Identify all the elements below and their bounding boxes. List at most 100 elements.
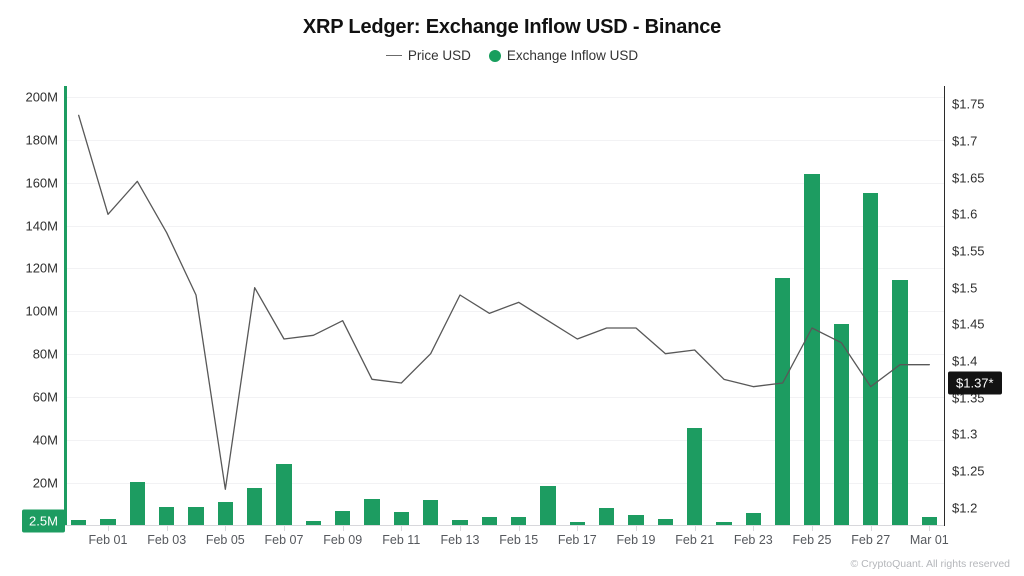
y-right-tick-label: $1.3 <box>952 426 978 442</box>
bar-feb-14[interactable] <box>481 517 497 526</box>
bar-feb-24[interactable] <box>775 278 791 526</box>
x-tick-label: Feb 05 <box>205 533 245 547</box>
y-right-tick-label: $1.6 <box>952 206 978 222</box>
x-tick-label: Feb 13 <box>440 533 480 547</box>
price-usd-line <box>78 114 930 490</box>
y-left-tick-label: 160M <box>25 175 58 191</box>
x-tick-mark <box>694 526 696 531</box>
y-right-tick-label: $1.2 <box>952 500 978 516</box>
bar-feb-18[interactable] <box>599 507 615 526</box>
gridline <box>64 483 944 485</box>
x-tick-mark <box>225 526 227 531</box>
bar-feb-25[interactable] <box>804 174 820 526</box>
bar-feb-27[interactable] <box>863 193 879 526</box>
bar-feb-13[interactable] <box>452 519 468 526</box>
bar-mar-01[interactable] <box>921 517 937 526</box>
legend-item-exchange-inflow-usd[interactable]: Exchange Inflow USD <box>488 48 639 63</box>
line-series-layer <box>78 114 930 490</box>
gridline <box>64 440 944 442</box>
x-tick-label: Feb 25 <box>792 533 832 547</box>
y-left-tick-label: 200M <box>25 89 58 105</box>
y-left-tick-label: 180M <box>25 132 58 148</box>
gridline <box>64 354 944 356</box>
y-right-tick-label: $1.5 <box>952 280 978 296</box>
plot-background <box>64 86 944 526</box>
y-right-tick-label: $1.65 <box>952 170 985 186</box>
x-tick-mark <box>284 526 285 531</box>
bar-feb-21[interactable] <box>687 428 703 526</box>
y-left-tick-label: 120M <box>25 260 58 276</box>
y-left-current-value-badge: 2.5M <box>22 509 65 533</box>
x-tick-label: Mar 01 <box>909 533 949 547</box>
copyright-footer: © CryptoQuant. All rights reserved <box>850 558 1010 570</box>
bar-feb-12[interactable] <box>423 500 439 526</box>
y-right-tick-label: $1.7 <box>952 133 978 149</box>
gridline <box>64 311 944 313</box>
x-tick-label: Feb 15 <box>499 533 539 547</box>
bar-feb-07[interactable] <box>276 463 292 526</box>
bar-feb-28[interactable] <box>892 280 908 526</box>
bar-feb-05[interactable] <box>217 502 233 526</box>
x-axis-labels: Feb 01 Feb 03 Feb 05 Feb 07 Feb 09 Feb 11 Feb … <box>0 533 1024 553</box>
chart-title: XRP Ledger: Exchange Inflow USD - Binanc… <box>302 16 722 38</box>
bar-feb-04[interactable] <box>188 506 204 526</box>
x-tick-mark <box>518 526 520 531</box>
bar-feb-17[interactable] <box>569 521 585 526</box>
gridline <box>64 268 944 270</box>
bar-feb-02[interactable] <box>129 482 145 526</box>
line-marker-icon <box>385 55 402 56</box>
legend-label-price-usd: Price USD <box>407 48 471 63</box>
y-axis-left-line <box>64 86 67 526</box>
x-tick-label: Feb 27 <box>851 533 891 547</box>
bar-jan-31[interactable] <box>71 519 87 526</box>
gridline <box>64 397 944 399</box>
x-tick-mark <box>460 526 461 531</box>
x-tick-label: Feb 01 <box>88 533 128 547</box>
bar-feb-15[interactable] <box>511 517 527 526</box>
x-tick-mark <box>812 526 813 531</box>
y-right-tick-label: $1.45 <box>952 316 985 332</box>
bar-feb-19[interactable] <box>628 515 644 526</box>
plot-area <box>64 86 944 526</box>
chart-legend: Price USD Exchange Inflow USD <box>0 48 1024 63</box>
x-tick-mark <box>929 526 931 531</box>
bar-feb-20[interactable] <box>657 518 673 526</box>
bar-feb-22[interactable] <box>716 521 732 526</box>
legend-item-price-usd[interactable]: Price USD <box>385 48 471 63</box>
bar-series-layer <box>64 86 944 526</box>
x-tick-label: Feb 03 <box>147 533 187 547</box>
bar-feb-16[interactable] <box>540 486 556 526</box>
dot-marker-icon <box>488 49 501 62</box>
y-left-tick-label: 60M <box>32 389 58 405</box>
bar-feb-11[interactable] <box>393 512 409 526</box>
bar-feb-26[interactable] <box>833 324 849 526</box>
x-tick-mark <box>577 526 579 531</box>
y-axis-right-line <box>944 86 945 526</box>
y-right-tick-label: $1.55 <box>952 243 985 259</box>
x-tick-mark <box>401 526 403 531</box>
bar-feb-01[interactable] <box>100 518 116 526</box>
bar-feb-08[interactable] <box>305 520 321 526</box>
bar-feb-09[interactable] <box>335 511 351 526</box>
gridline <box>64 139 944 141</box>
gridline <box>64 96 944 98</box>
y-right-tick-label: $1.25 <box>952 463 985 479</box>
x-tick-label: Feb 07 <box>264 533 304 547</box>
gridline <box>64 225 944 227</box>
y-right-current-price-badge: $1.37* <box>948 371 1002 395</box>
x-tick-mark <box>870 526 872 531</box>
y-left-tick-label: 20M <box>32 475 58 491</box>
bar-feb-06[interactable] <box>247 488 263 526</box>
x-axis-baseline <box>64 525 944 526</box>
y-left-tick-label: 100M <box>25 303 58 319</box>
x-tick-label: Feb 21 <box>675 533 715 547</box>
bar-feb-10[interactable] <box>364 499 380 526</box>
x-tick-mark <box>166 526 168 531</box>
bar-feb-23[interactable] <box>745 513 761 526</box>
y-right-tick-label: $1.75 <box>952 96 985 112</box>
bar-feb-03[interactable] <box>159 506 175 526</box>
y-left-tick-label: 40M <box>32 432 58 448</box>
legend-label-exchange-inflow-usd: Exchange Inflow USD <box>506 48 639 63</box>
x-tick-mark <box>108 526 109 531</box>
